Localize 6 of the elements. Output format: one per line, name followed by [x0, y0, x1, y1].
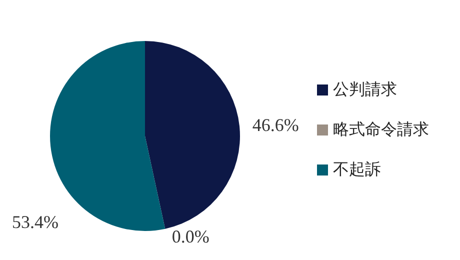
data-label: 46.6% — [252, 115, 299, 136]
legend-label: 公判請求 — [333, 80, 397, 98]
text: 0.0% — [172, 226, 210, 247]
legend-label: 不起訴 — [333, 160, 381, 178]
data-label: 53.4% — [12, 212, 58, 232]
legend-label: 略式命令請求 — [333, 120, 429, 138]
